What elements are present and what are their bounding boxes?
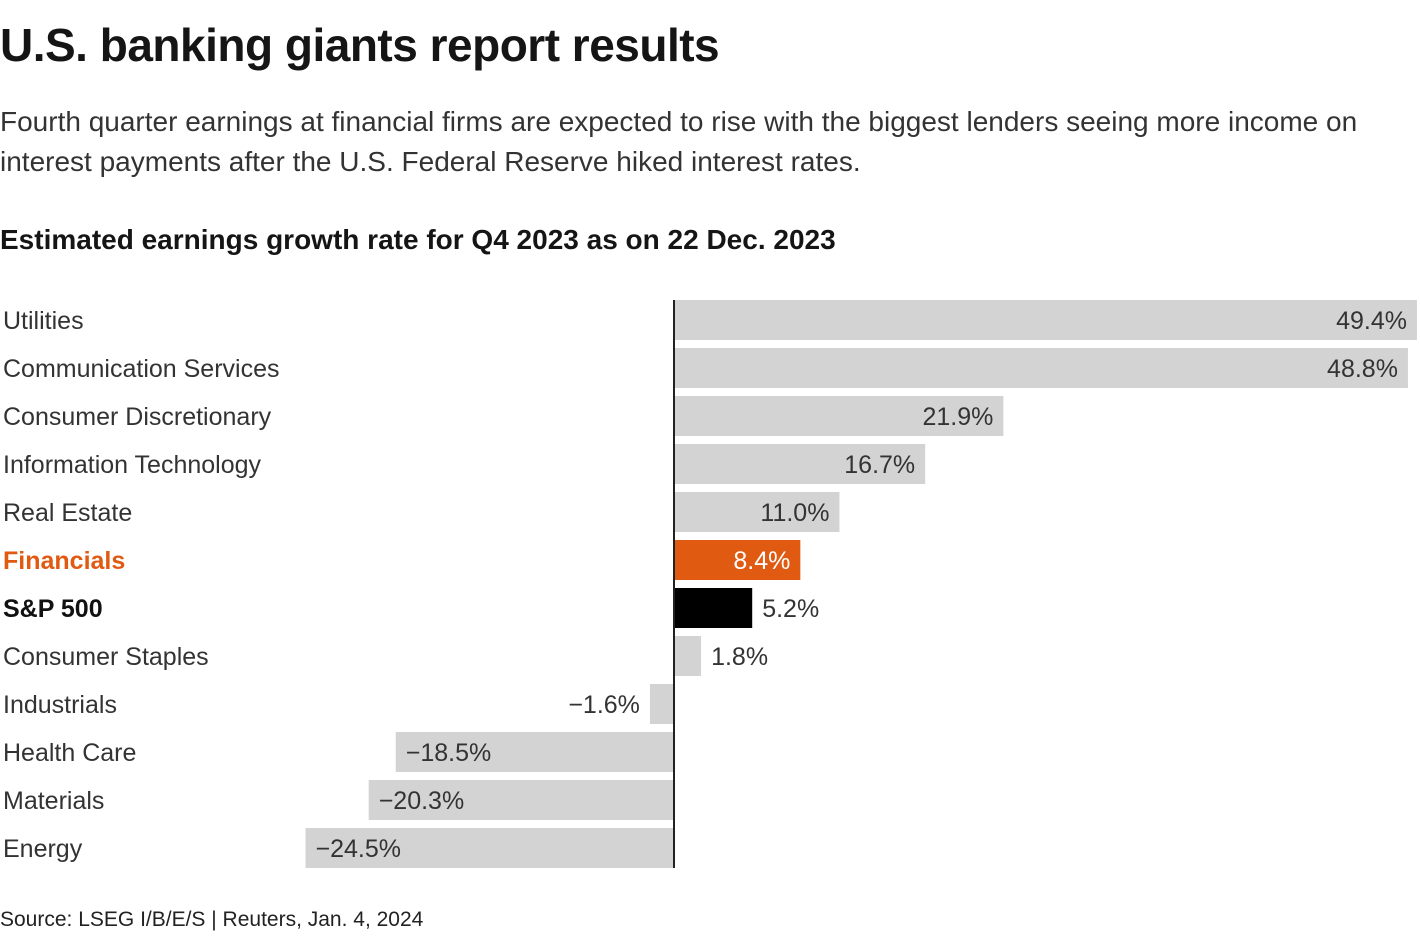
category-label-utilities: Utilities [3, 307, 84, 335]
category-label-information-technology: Information Technology [3, 451, 262, 479]
value-label-consumer-staples: 1.8% [711, 643, 768, 671]
value-label-communication-services: 48.8% [1327, 355, 1398, 383]
bar-sandp-500 [674, 588, 753, 628]
category-label-materials: Materials [3, 787, 104, 815]
category-label-consumer-discretionary: Consumer Discretionary [3, 403, 272, 431]
category-label-real-estate: Real Estate [3, 499, 132, 527]
bar-industrials [649, 684, 674, 724]
bar-information-technology [674, 444, 926, 484]
value-label-sandp-500: 5.2% [762, 595, 819, 623]
bar-consumer-discretionary [674, 396, 1004, 436]
value-label-utilities: 49.4% [1336, 307, 1407, 335]
category-label-consumer-staples: Consumer Staples [3, 643, 209, 671]
headline: U.S. banking giants report results [0, 19, 720, 71]
category-label-sandp-500: S&P 500 [3, 595, 103, 623]
bar-health-care [395, 732, 674, 772]
value-label-information-technology: 16.7% [844, 451, 915, 479]
value-label-industrials: −1.6% [568, 691, 640, 719]
value-label-energy: −24.5% [316, 835, 402, 863]
bar-energy [305, 828, 674, 868]
category-label-financials: Financials [3, 547, 125, 575]
category-label-industrials: Industrials [3, 691, 117, 719]
value-label-health-care: −18.5% [406, 739, 492, 767]
bar-communication-services [674, 348, 1408, 388]
source-line: Source: LSEG I/B/E/S | Reuters, Jan. 4, … [0, 908, 424, 931]
bar-chart: Utilities 49.4% Communication Services 48.8… [3, 300, 1417, 868]
value-label-real-estate: 11.0% [760, 499, 829, 527]
value-label-consumer-discretionary: 21.9% [922, 403, 993, 431]
dek: Fourth quarter earnings at financial fir… [0, 106, 1358, 177]
value-label-financials: 8.4% [733, 547, 790, 575]
chart-title: Estimated earnings growth rate for Q4 20… [0, 224, 836, 255]
bar-materials [368, 780, 674, 820]
bar-real-estate [674, 492, 840, 532]
category-label-energy: Energy [3, 835, 83, 863]
bar-consumer-staples [674, 636, 702, 676]
bar-utilities [674, 300, 1417, 340]
category-label-health-care: Health Care [3, 739, 136, 767]
category-label-communication-services: Communication Services [3, 355, 280, 383]
value-label-materials: −20.3% [379, 787, 465, 815]
bar-financials [674, 540, 801, 580]
